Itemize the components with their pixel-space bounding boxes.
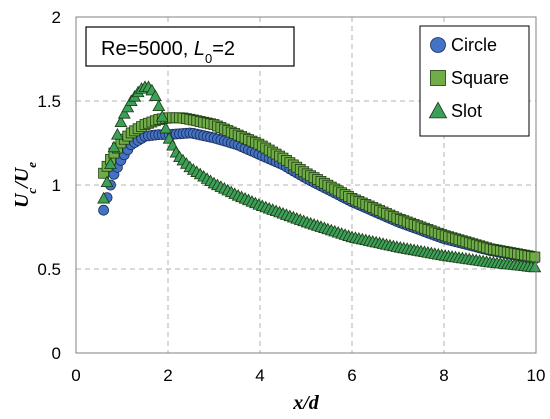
data-point — [528, 260, 542, 273]
legend-item-slot: Slot — [428, 101, 482, 121]
annotation-text: Re=5000, L0=2 — [101, 38, 235, 66]
legend: Circle Square Slot — [419, 25, 530, 137]
data-point — [121, 100, 135, 113]
legend-marker — [428, 101, 448, 119]
x-tick-label: 0 — [71, 366, 80, 385]
legend-label: Square — [451, 68, 509, 88]
data-point — [159, 121, 173, 134]
y-tick-label: 2 — [52, 8, 61, 27]
y-tick-label: 0.5 — [37, 260, 61, 279]
data-point — [114, 115, 128, 127]
data-point — [104, 157, 117, 170]
data-point — [110, 128, 124, 140]
legend-label: Slot — [451, 101, 482, 121]
x-tick-label: 10 — [527, 366, 546, 385]
y-tick-label: 1.5 — [37, 92, 61, 111]
series-slot — [97, 80, 542, 273]
tick-labels: 0 2 4 6 8 10 0 0.5 1 1.5 2 — [37, 8, 545, 385]
annotation-box: Re=5000, L0=2 — [85, 26, 295, 67]
data-point — [152, 99, 166, 112]
legend-item-circle: Circle — [430, 35, 497, 55]
y-tick-label: 0 — [52, 344, 61, 363]
legend-label: Circle — [451, 35, 497, 55]
data-point — [97, 191, 111, 204]
series-layer — [97, 80, 542, 273]
data-point — [117, 107, 131, 119]
data-point — [148, 89, 162, 101]
x-axis-label: x/d — [292, 392, 320, 414]
legend-item-square: Square — [430, 68, 509, 88]
data-point — [155, 110, 169, 122]
x-tick-label: 4 — [255, 366, 264, 385]
x-tick-label: 2 — [163, 366, 172, 385]
x-tick-label: 6 — [347, 366, 356, 385]
plot-frame — [75, 16, 537, 354]
legend-marker — [430, 70, 446, 86]
series-square — [98, 112, 541, 263]
data-point — [100, 175, 114, 188]
y-axis-label: Uc/Ue — [11, 162, 39, 208]
data-point — [98, 204, 109, 216]
data-point — [107, 140, 121, 153]
y-tick-label: 1 — [52, 176, 61, 195]
legend-marker — [430, 37, 446, 53]
x-tick-label: 8 — [439, 366, 448, 385]
